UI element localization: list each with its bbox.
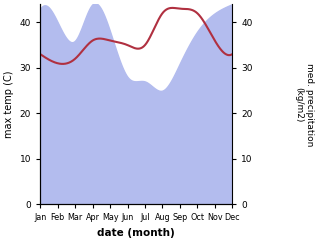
Y-axis label: max temp (C): max temp (C) xyxy=(4,70,14,138)
X-axis label: date (month): date (month) xyxy=(97,228,175,238)
Y-axis label: med. precipitation
(kg/m2): med. precipitation (kg/m2) xyxy=(294,62,314,146)
